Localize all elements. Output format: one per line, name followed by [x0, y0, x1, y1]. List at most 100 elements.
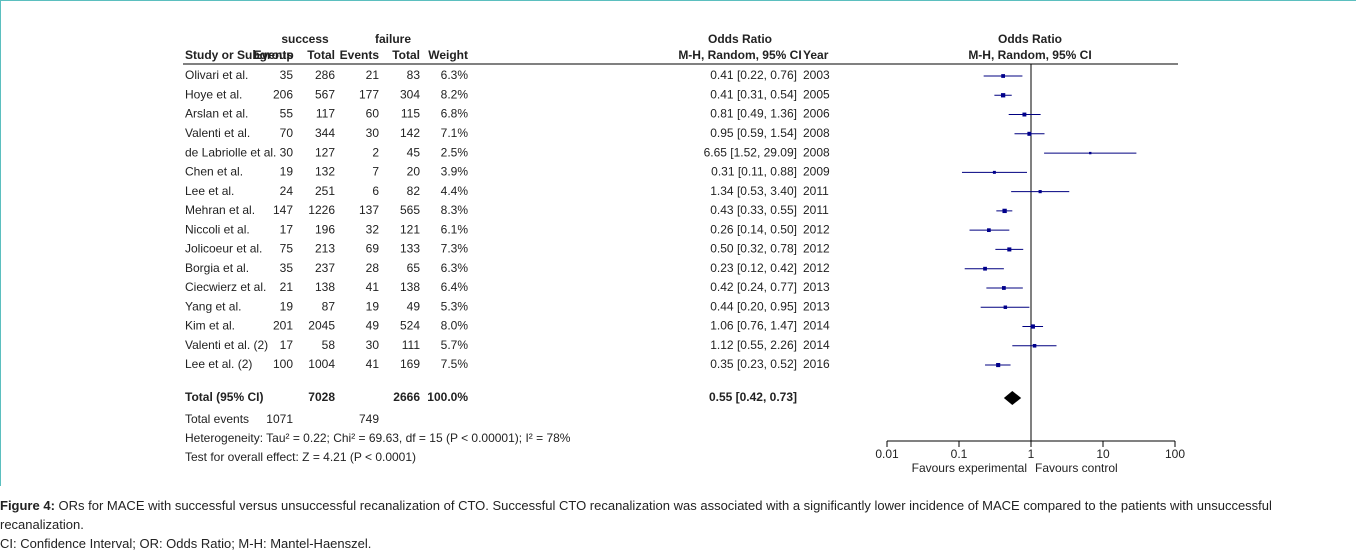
effect-square	[1030, 324, 1035, 329]
cell-year: 2013	[803, 299, 830, 313]
cell-name: Arslan et al.	[185, 107, 248, 121]
caption-main: Figure 4: ORs for MACE with successful v…	[0, 496, 1352, 534]
cell-weight-label: 5.3%	[441, 299, 469, 313]
effect-square	[996, 362, 1001, 368]
cell-e1: 19	[280, 299, 294, 313]
cell-n2: 49	[407, 299, 421, 313]
effect-square	[1007, 247, 1012, 252]
x-tick-label: 0.01	[875, 447, 899, 461]
total-n1: 7028	[308, 390, 335, 404]
column-header: Weight	[428, 48, 468, 62]
cell-or-label: 0.81 [0.49, 1.36]	[710, 107, 797, 121]
cell-weight-label: 7.5%	[441, 357, 469, 371]
cell-e2: 49	[366, 319, 380, 333]
cell-n2: 82	[407, 184, 421, 198]
cell-n2: 133	[400, 242, 420, 256]
cell-e1: 35	[280, 261, 294, 275]
overall-test: Test for overall effect: Z = 4.21 (P < 0…	[185, 450, 416, 464]
cell-e1: 55	[280, 107, 294, 121]
cell-n1: 2045	[308, 319, 335, 333]
cell-year: 2012	[803, 261, 830, 275]
cell-name: Valenti et al. (2)	[185, 338, 268, 352]
cell-weight-label: 6.4%	[441, 280, 469, 294]
cell-n1: 87	[322, 299, 336, 313]
cell-weight-label: 7.1%	[441, 126, 469, 140]
cell-e1: 19	[280, 165, 294, 179]
cell-n1: 344	[315, 126, 335, 140]
column-header: Year	[803, 48, 829, 62]
cell-year: 2011	[803, 184, 829, 198]
favours-right: Favours control	[1035, 461, 1118, 475]
total-or-label: 0.55 [0.42, 0.73]	[709, 390, 797, 404]
total-weight-label: 100.0%	[427, 390, 468, 404]
favours-left: Favours experimental	[912, 461, 1027, 475]
cell-n1: 1004	[308, 357, 335, 371]
cell-e2: 177	[359, 87, 379, 101]
cell-n1: 567	[315, 87, 335, 101]
cell-or-label: 1.12 [0.55, 2.26]	[710, 338, 797, 352]
total-name: Total (95% CI)	[185, 390, 263, 404]
cell-e1: 17	[280, 222, 294, 236]
cell-name: Ciecwierz et al.	[185, 280, 266, 294]
cell-e2: 32	[366, 222, 380, 236]
cell-e2: 28	[366, 261, 380, 275]
cell-e2: 30	[366, 338, 380, 352]
cell-year: 2008	[803, 126, 830, 140]
cell-e1: 24	[280, 184, 294, 198]
x-tick-label: 0.1	[951, 447, 968, 461]
cell-name: Valenti et al.	[185, 126, 250, 140]
cell-e2: 41	[366, 280, 380, 294]
cell-e1: 100	[273, 357, 293, 371]
cell-e1: 30	[280, 145, 294, 159]
group-header: failure	[375, 32, 411, 46]
cell-n1: 117	[316, 107, 335, 121]
cell-e1: 21	[280, 280, 294, 294]
plot-title: Odds Ratio	[998, 32, 1062, 46]
caption: Figure 4: ORs for MACE with successful v…	[0, 496, 1352, 553]
cell-e2: 21	[366, 68, 380, 82]
cell-year: 2014	[803, 338, 830, 352]
cell-year: 2005	[803, 87, 830, 101]
total-events: 1071	[266, 412, 293, 426]
cell-or-label: 0.42 [0.24, 0.77]	[710, 280, 797, 294]
cell-e2: 30	[366, 126, 380, 140]
cell-weight-label: 8.2%	[441, 87, 469, 101]
cell-e2: 2	[372, 145, 379, 159]
cell-e1: 17	[280, 338, 294, 352]
group-header: success	[281, 32, 329, 46]
effect-square	[983, 266, 987, 271]
column-header: Total	[307, 48, 335, 62]
cell-e1: 147	[273, 203, 293, 217]
cell-e2: 19	[366, 299, 380, 313]
cell-weight-label: 6.8%	[441, 107, 469, 121]
cell-e2: 41	[366, 357, 380, 371]
effect-square	[1038, 190, 1042, 194]
cell-weight-label: 6.3%	[441, 68, 469, 82]
cell-n2: 121	[400, 222, 420, 236]
cell-or-label: 0.31 [0.11, 0.88]	[711, 165, 797, 179]
cell-year: 2006	[803, 107, 830, 121]
cell-weight-label: 8.3%	[441, 203, 469, 217]
cell-or-label: 0.50 [0.32, 0.78]	[710, 242, 797, 256]
cell-n1: 251	[315, 184, 335, 198]
effect-square	[1001, 74, 1006, 78]
cell-n1: 286	[315, 68, 335, 82]
cell-n1: 138	[315, 280, 335, 294]
effect-square	[1089, 151, 1092, 155]
x-tick-label: 100	[1165, 447, 1185, 461]
cell-n1: 127	[315, 145, 335, 159]
cell-or-label: 0.41 [0.31, 0.54]	[710, 87, 797, 101]
effect-square	[1027, 131, 1032, 136]
cell-name: Lee et al. (2)	[185, 357, 252, 371]
cell-year: 2008	[803, 145, 830, 159]
cell-year: 2012	[803, 222, 830, 236]
cell-n2: 304	[400, 87, 420, 101]
cell-weight-label: 3.9%	[441, 165, 469, 179]
cell-n1: 58	[322, 338, 336, 352]
effect-square	[1000, 93, 1006, 98]
cell-name: Kim et al.	[185, 319, 235, 333]
cell-n2: 45	[407, 145, 421, 159]
total-events: 749	[359, 412, 379, 426]
effect-square	[992, 170, 996, 174]
